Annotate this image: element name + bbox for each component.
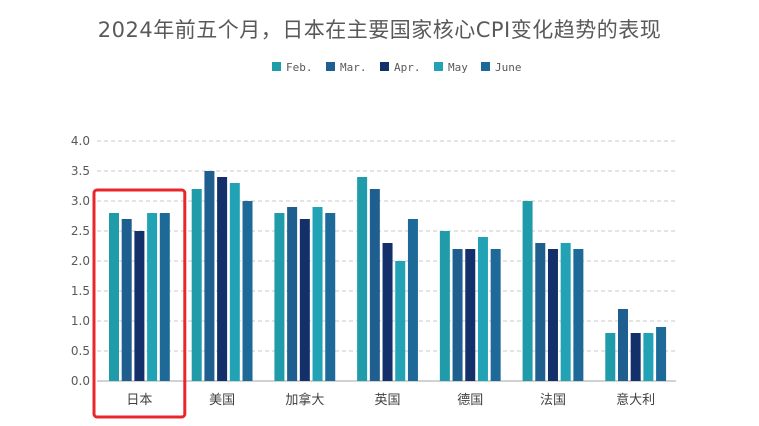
- bar-mar: [535, 243, 546, 381]
- bar-june: [407, 219, 418, 381]
- y-tick-label: 2.0: [71, 254, 90, 268]
- bar-apr: [465, 249, 476, 381]
- bar-may: [477, 237, 488, 381]
- legend-swatch: [481, 62, 490, 71]
- bar-feb: [522, 201, 533, 381]
- legend-label: Mar.: [340, 61, 367, 74]
- y-tick-label: 0.0: [71, 374, 90, 388]
- y-tick-label: 0.5: [71, 344, 90, 358]
- legend-label: June: [495, 61, 522, 74]
- x-category-label: 日本: [126, 393, 152, 408]
- bar-may: [312, 207, 323, 381]
- bar-mar: [121, 219, 132, 381]
- bar-mar: [204, 171, 215, 381]
- legend-swatch: [272, 62, 281, 71]
- bar-may: [643, 333, 654, 381]
- bar-june: [325, 213, 336, 381]
- bar-apr: [630, 333, 641, 381]
- y-tick-label: 1.0: [71, 314, 90, 328]
- legend-label: Apr.: [394, 61, 421, 74]
- bar-may: [147, 213, 158, 381]
- y-tick-label: 2.5: [71, 224, 90, 238]
- bar-may: [560, 243, 571, 381]
- y-tick-label: 3.0: [71, 194, 90, 208]
- bar-mar: [617, 309, 628, 381]
- legend-label: May: [448, 61, 468, 74]
- bar-feb: [109, 213, 119, 381]
- x-category-label: 意大利: [616, 392, 655, 408]
- bar-june: [490, 249, 501, 381]
- bar-may: [229, 183, 240, 381]
- legend-swatch: [434, 62, 443, 71]
- bar-feb: [357, 177, 368, 381]
- y-tick-label: 1.5: [71, 284, 90, 298]
- bar-feb: [274, 213, 285, 381]
- chart-title: 2024年前五个月，日本在主要国家核心CPI变化趋势的表现: [97, 18, 662, 42]
- x-category-label: 法国: [540, 393, 566, 408]
- bar-apr: [382, 243, 393, 381]
- bar-feb: [439, 231, 450, 381]
- bar-mar: [452, 249, 463, 381]
- bar-june: [573, 249, 584, 381]
- bar-june: [242, 201, 253, 381]
- bar-june: [656, 327, 667, 381]
- y-tick-label: 3.5: [71, 164, 90, 178]
- bar-apr: [547, 249, 558, 381]
- bar-may: [395, 261, 406, 381]
- bar-feb: [191, 189, 202, 381]
- bar-mar: [287, 207, 298, 381]
- x-category-label: 加拿大: [285, 392, 324, 408]
- bar-apr: [299, 219, 310, 381]
- legend-swatch: [380, 62, 389, 71]
- bar-june: [159, 213, 170, 381]
- x-category-label: 德国: [457, 393, 483, 408]
- x-category-label: 英国: [375, 393, 401, 408]
- legend-label: Feb.: [286, 61, 313, 74]
- x-category-label: 美国: [209, 393, 235, 408]
- bar-mar: [369, 189, 380, 381]
- bar-apr: [217, 177, 228, 381]
- bar-feb: [605, 333, 616, 381]
- y-tick-label: 4.0: [71, 134, 90, 148]
- bar-apr: [134, 231, 145, 381]
- highlight-box: [92, 188, 187, 419]
- legend-swatch: [326, 62, 335, 71]
